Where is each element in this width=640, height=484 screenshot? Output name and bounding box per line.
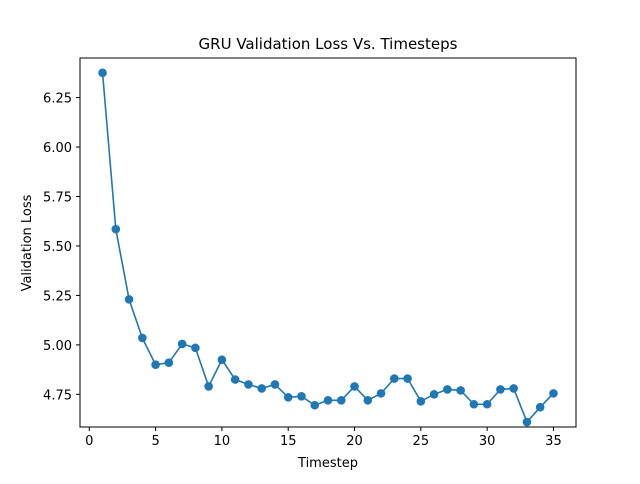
data-point: [177, 339, 187, 349]
data-point: [482, 399, 492, 409]
data-point: [230, 375, 240, 384]
data-point: [310, 400, 320, 410]
data-point: [376, 389, 386, 398]
data-point: [496, 385, 505, 394]
data-point: [350, 382, 359, 391]
x-tick-label: 10: [214, 434, 231, 449]
data-point: [456, 386, 465, 395]
data-point: [98, 68, 107, 78]
data-point: [111, 224, 121, 234]
data-point: [363, 395, 373, 405]
chart-title: GRU Validation Loss Vs. Timesteps: [199, 35, 458, 53]
data-point: [323, 395, 333, 405]
y-tick-label: 5.50: [43, 240, 72, 255]
y-tick-label: 6.25: [43, 92, 72, 107]
data-point: [257, 384, 266, 393]
x-tick-label: 5: [151, 434, 159, 449]
data-point: [522, 417, 532, 427]
data-point: [283, 393, 293, 402]
x-tick-label: 0: [85, 434, 93, 449]
data-point: [549, 389, 558, 398]
data-point: [164, 358, 174, 367]
data-point: [403, 374, 412, 383]
y-axis-label: Validation Loss: [20, 194, 35, 291]
data-point: [151, 360, 160, 369]
data-point: [204, 382, 213, 391]
y-tick-label: 5.00: [43, 339, 72, 354]
x-axis-ticks: 0 5 10 15 20 25 30 35: [85, 427, 562, 449]
data-point: [244, 380, 253, 389]
data-point: [124, 295, 134, 304]
data-point: [270, 380, 280, 389]
data-point: [443, 385, 452, 394]
x-tick-label: 20: [346, 434, 363, 449]
x-tick-label: 30: [479, 434, 496, 449]
y-tick-label: 6.00: [43, 141, 72, 156]
plot-area: [80, 58, 576, 427]
data-point: [535, 402, 545, 412]
data-point: [390, 374, 399, 383]
y-tick-label: 4.75: [43, 388, 72, 403]
x-axis-label: Timestep: [297, 456, 358, 471]
x-tick-label: 15: [280, 434, 297, 449]
data-point: [138, 333, 147, 343]
data-point: [217, 355, 227, 365]
plot-frame: [79, 57, 577, 428]
data-point: [191, 343, 200, 353]
y-tick-label: 5.75: [43, 190, 72, 205]
y-tick-label: 5.25: [43, 289, 72, 304]
x-tick-label: 35: [545, 434, 562, 449]
series-layer: [98, 68, 558, 427]
data-point: [336, 395, 346, 405]
y-axis-ticks: 4.75 5.00 5.25 5.50 5.75 6.00 6.25: [43, 92, 80, 403]
data-point: [297, 392, 306, 401]
data-point: [509, 384, 518, 393]
data-point: [416, 396, 426, 406]
x-tick-label: 25: [413, 434, 430, 449]
data-point: [469, 399, 479, 409]
data-point: [429, 390, 439, 399]
